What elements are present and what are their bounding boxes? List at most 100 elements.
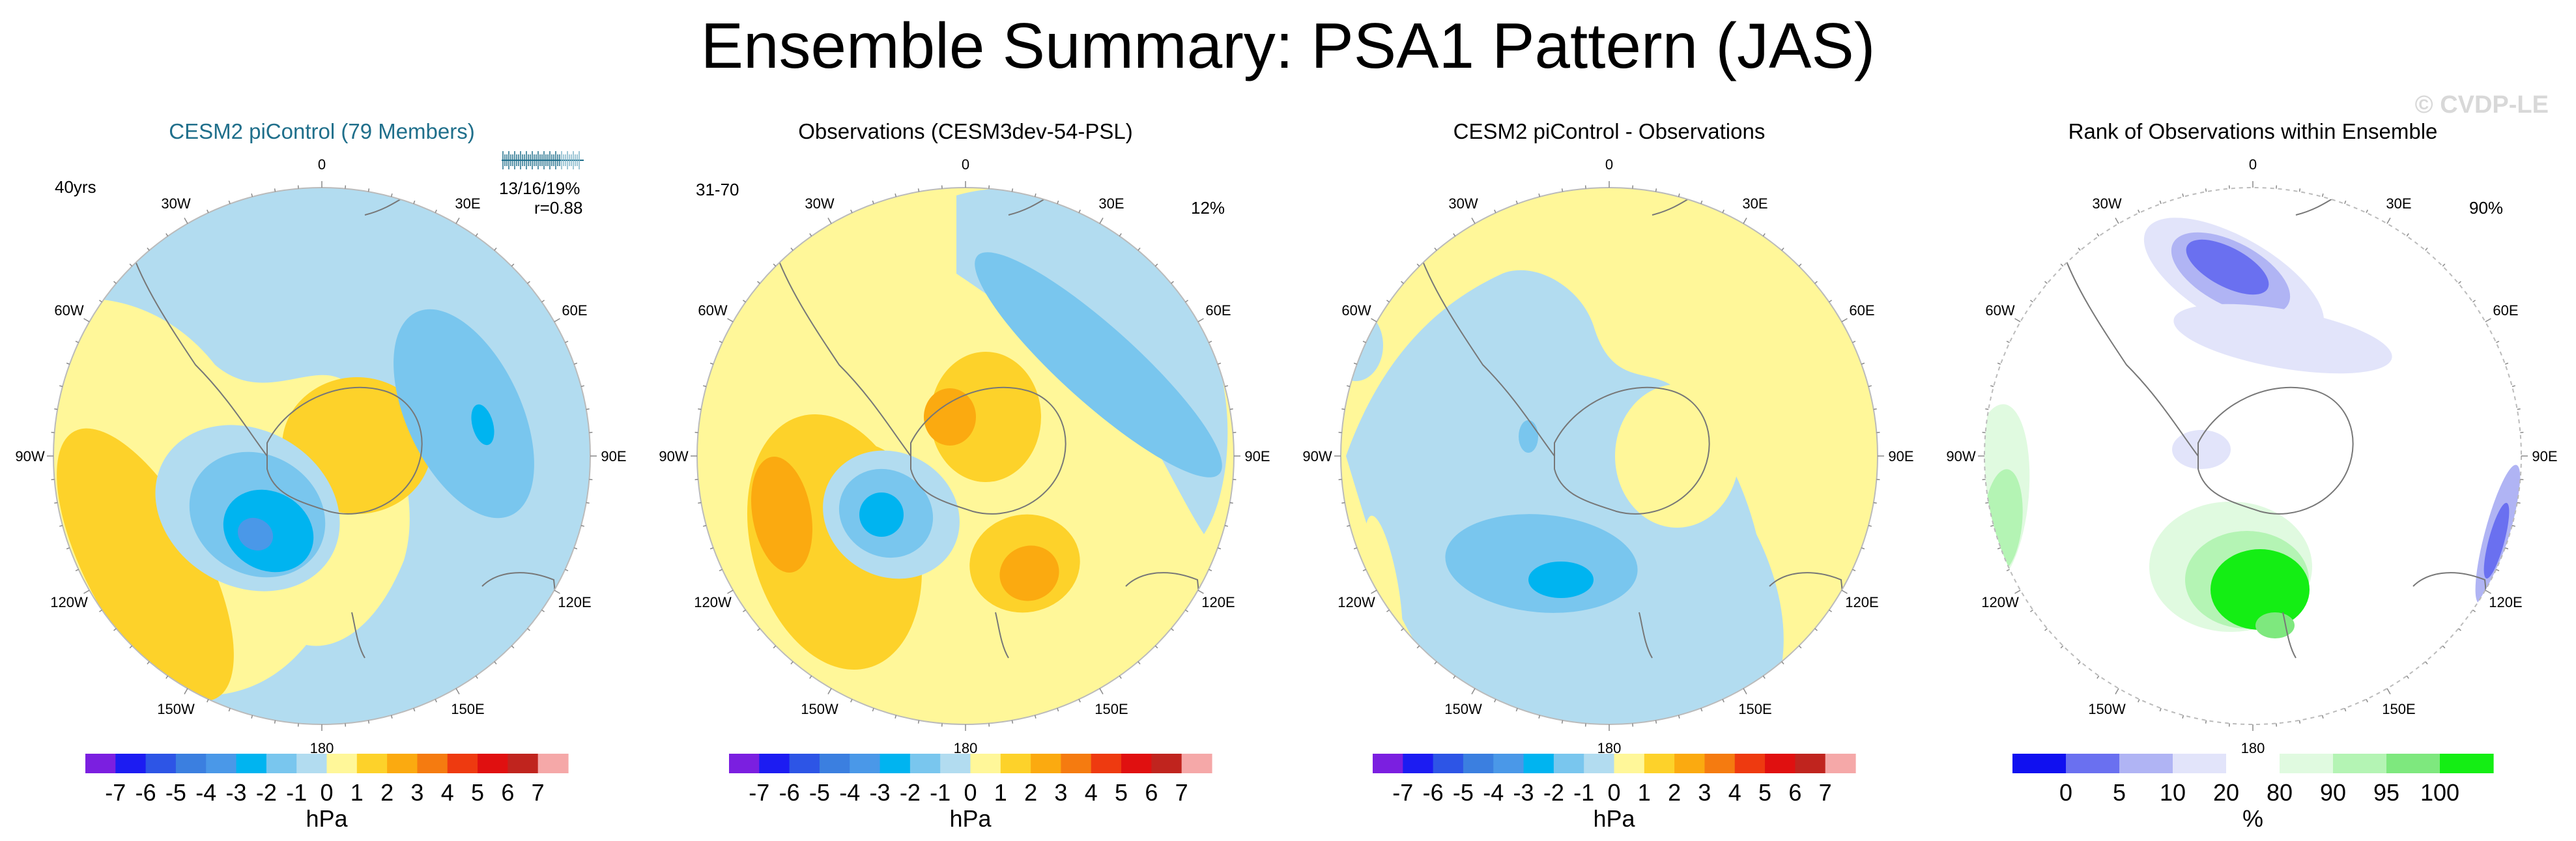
- colorbar-swatch: [1121, 754, 1152, 773]
- lon-label-30e: 30E: [1098, 195, 1124, 212]
- tick: [413, 200, 416, 205]
- colorbar-tick-label: 7: [1175, 779, 1188, 806]
- tick: [1841, 590, 1848, 594]
- tick: [2097, 676, 2100, 679]
- tick: [1762, 676, 1766, 679]
- antarctica-coast: [910, 386, 1066, 515]
- low-rank-region: [2186, 239, 2269, 295]
- tick: [1515, 707, 1518, 712]
- tick: [1700, 200, 1703, 205]
- tick: [2504, 547, 2509, 550]
- tick: [54, 408, 58, 410]
- lon-label-90e: 90E: [2532, 448, 2557, 464]
- colorbar-swatch: [1795, 754, 1826, 773]
- tick: [2078, 248, 2081, 251]
- lon-label-60w: 60W: [1985, 302, 2014, 319]
- colorbar-swatch: [236, 754, 267, 773]
- tick: [1011, 720, 1014, 724]
- tick: [1852, 341, 1856, 343]
- colorbar-swatch: [1433, 754, 1464, 773]
- colorbar-unit: hPa: [949, 805, 992, 832]
- lon-label-150e: 150E: [1738, 701, 1771, 717]
- low-rank-region: [2483, 502, 2510, 579]
- colorbar-swatch: [296, 754, 328, 773]
- colorbar-swatch: [447, 754, 478, 773]
- colorbar: -7 -6 -5 -4 -3 -2 -1 0 1 2 3 4 5 6 7 hPa: [729, 754, 1212, 832]
- lon-label-60e: 60E: [1205, 302, 1231, 319]
- lon-label-30e: 30E: [1742, 195, 1767, 212]
- south-america-coast: [2061, 247, 2199, 457]
- tick: [1700, 707, 1703, 712]
- tick: [850, 699, 853, 703]
- tick: [1852, 569, 1856, 571]
- colorbar-tick-label: 10: [2160, 779, 2186, 806]
- negative-anomaly: [1519, 420, 1538, 453]
- colorbar-swatch: [2119, 754, 2173, 773]
- lon-label-120w: 120W: [50, 594, 88, 610]
- contour-field: [697, 188, 1234, 724]
- tick: [1209, 341, 1212, 343]
- tick: [83, 590, 90, 594]
- tick: [2485, 318, 2491, 322]
- pattern-correlation: r=0.88: [534, 198, 583, 218]
- tick: [1743, 218, 1747, 224]
- colorbar-swatch: [2440, 754, 2494, 773]
- tick: [1197, 318, 1204, 322]
- tick: [165, 233, 169, 236]
- island-coast: [1821, 266, 1840, 287]
- colorbar-swatch: [940, 754, 971, 773]
- antarctica-coast: [266, 386, 423, 515]
- tick: [541, 609, 545, 612]
- tick: [147, 661, 150, 664]
- tick: [1722, 699, 1724, 703]
- tick: [2344, 200, 2347, 205]
- lon-label-90w: 90W: [15, 448, 44, 464]
- tick: [541, 300, 545, 303]
- lon-label-0: 0: [318, 156, 326, 173]
- tick: [129, 645, 133, 649]
- tick: [1453, 233, 1456, 236]
- tick: [727, 590, 734, 594]
- new-zealand-coast: [1639, 612, 1653, 659]
- colorbar-swatch: [1734, 754, 1766, 773]
- tick: [1861, 547, 1865, 550]
- colorbar-tick-label: -7: [1392, 779, 1413, 806]
- coastlines: [1417, 190, 1843, 678]
- tick: [2442, 263, 2446, 267]
- tick: [1781, 661, 1784, 664]
- tick: [83, 318, 90, 322]
- tick-marks: [691, 181, 1240, 731]
- colorbar-swatch: [819, 754, 850, 773]
- figure-title: Ensemble Summary: PSA1 Pattern (JAS): [700, 10, 1876, 81]
- contour-field: [1341, 188, 1878, 724]
- colorbar-tick-label: 0: [2059, 779, 2072, 806]
- tick: [494, 661, 497, 664]
- tick: [1798, 645, 1802, 649]
- tick: [1985, 408, 1989, 410]
- tick: [1762, 233, 1766, 236]
- tick: [435, 699, 437, 703]
- tick: [98, 300, 102, 303]
- colorbar-swatch: [2173, 754, 2227, 773]
- tick: [565, 569, 569, 571]
- tick: [2014, 318, 2021, 322]
- tick: [2044, 628, 2048, 631]
- colorbar-swatch: [729, 754, 760, 773]
- colorbar-tick-label: 4: [441, 779, 454, 806]
- tick: [719, 341, 723, 343]
- colorbar-tick-label: 100: [2420, 779, 2459, 806]
- tick: [894, 715, 897, 719]
- tick: [527, 281, 530, 284]
- colorbar-swatch: [85, 754, 116, 773]
- panel-title: CESM2 piControl (79 Members): [169, 119, 475, 143]
- tick: [2425, 248, 2428, 251]
- tick: [1561, 188, 1564, 192]
- tick: [1494, 209, 1496, 213]
- tick: [455, 688, 460, 694]
- colorbar-tick-label: 6: [1145, 779, 1158, 806]
- tick: [586, 408, 590, 410]
- lon-label-30w: 30W: [2092, 195, 2121, 212]
- lon-label-150e: 150E: [1095, 701, 1128, 717]
- tick: [1434, 248, 1437, 251]
- colorbar-swatch: [145, 754, 177, 773]
